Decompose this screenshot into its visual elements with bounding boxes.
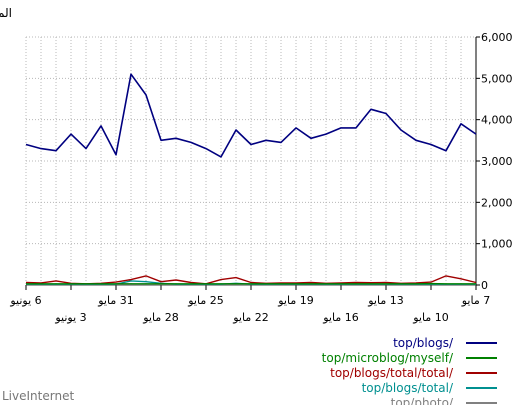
x-tick-label: 19 مايو (277, 294, 313, 307)
x-tick-label: 28 مايو (142, 311, 178, 324)
series-lines (25, 73, 477, 286)
y-tick-label: 5,000 (481, 72, 513, 85)
legend-label: top/blogs/ (393, 336, 454, 350)
x-tick-label: 6 يونيو (9, 294, 41, 307)
grid (25, 36, 477, 286)
x-tick-label: 10 مايو (412, 311, 448, 324)
y-tick-label: 4,000 (481, 114, 513, 127)
x-tick-label: 25 مايو (187, 294, 223, 307)
legend-label: top/microblog/myself/ (322, 351, 454, 365)
legend-label: top/blogs/total/total/ (330, 366, 454, 380)
series-line (25, 73, 477, 158)
legend-label: top/blogs/total/ (362, 381, 454, 395)
watermark: LiveInternet (2, 389, 74, 403)
y-tick-label: 1,000 (481, 238, 513, 251)
x-tick-label: 31 مايو (97, 294, 133, 307)
y-axis-title: المرات (0, 6, 12, 21)
y-tick-label: 6,000 (481, 31, 513, 44)
legend: top/blogs/top/microblog/myself/top/blogs… (322, 336, 497, 405)
x-tick-label: 7 مايو (461, 294, 490, 307)
x-tick-label: 22 مايو (232, 311, 268, 324)
legend-label: top/photo/ (391, 396, 454, 405)
x-tick-label: 16 مايو (322, 311, 358, 324)
x-tick-label: 3 يونيو (54, 311, 86, 324)
axes: 0 1,000 2,000 3,000 4,000 5,000 6,000 7 مايو 10 … (9, 31, 512, 324)
y-tick-label: 0 (481, 279, 488, 292)
y-tick-label: 3,000 (481, 155, 513, 168)
x-tick-label: 13 مايو (367, 294, 403, 307)
y-tick-label: 2,000 (481, 196, 513, 209)
